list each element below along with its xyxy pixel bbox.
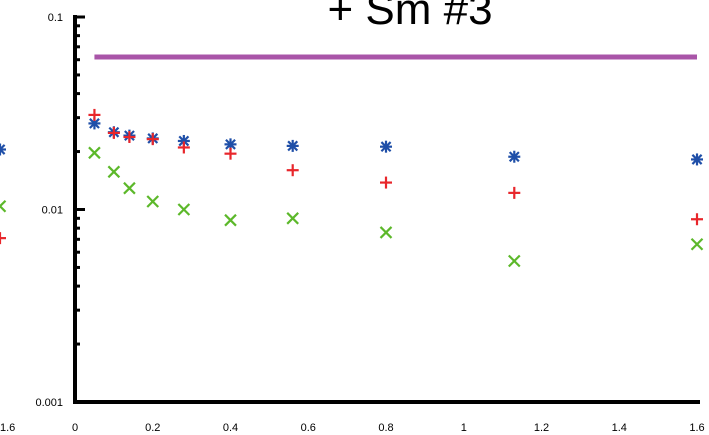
data-point-plus bbox=[224, 147, 237, 160]
data-point-plus bbox=[88, 108, 101, 121]
chart-title: + Sm #3 bbox=[327, 0, 492, 34]
x-tick-label: 0.4 bbox=[223, 422, 238, 434]
data-point-cross bbox=[88, 146, 101, 160]
data-point-cross bbox=[177, 203, 191, 216]
y-tick-label: 0.1 bbox=[48, 12, 63, 24]
x-tick-label: 1 bbox=[461, 422, 467, 434]
y-tick-label: 0.01 bbox=[42, 205, 63, 217]
x-tick-label: 1.6 bbox=[689, 422, 704, 434]
data-point-plus bbox=[107, 126, 120, 139]
data-point-plus bbox=[123, 131, 136, 144]
plot-area bbox=[0, 54, 704, 268]
data-point-cross bbox=[286, 212, 299, 225]
y-axis-ticks: 0.001 0.01 0.1 bbox=[35, 12, 85, 409]
x-tick-label: 1.2 bbox=[534, 422, 549, 434]
left-edge-marker-cross bbox=[0, 199, 7, 213]
x-tick-label: 0.8 bbox=[378, 422, 393, 434]
left-edge-x-label: 1.6 bbox=[0, 422, 15, 434]
data-point-plus bbox=[508, 186, 521, 199]
data-point-cross bbox=[690, 237, 704, 251]
data-point-cross bbox=[508, 254, 521, 268]
x-tick-label: 0 bbox=[72, 422, 78, 434]
x-tick-label: 0.2 bbox=[145, 422, 160, 434]
data-point-plus bbox=[691, 213, 703, 226]
data-point-asterisk bbox=[286, 139, 299, 152]
left-edge-marker-plus bbox=[0, 232, 6, 245]
y-tick-label: 0.001 bbox=[35, 397, 63, 409]
data-point-plus bbox=[146, 133, 159, 146]
data-point-asterisk bbox=[508, 150, 521, 163]
data-point-plus bbox=[380, 176, 392, 189]
data-point-plus bbox=[177, 141, 190, 154]
data-point-asterisk bbox=[691, 153, 703, 166]
data-point-asterisk bbox=[380, 140, 392, 153]
x-tick-label: 0.6 bbox=[301, 422, 316, 434]
data-point-cross bbox=[224, 213, 237, 227]
x-axis-tick-labels: 0 0.2 0.4 0.6 0.8 1 1.2 1.4 1.6 bbox=[72, 422, 705, 434]
left-edge-marker-asterisk bbox=[0, 143, 6, 156]
data-point-cross bbox=[123, 181, 136, 195]
data-point-plus bbox=[286, 164, 299, 177]
data-point-cross bbox=[107, 165, 121, 179]
x-tick-label: 1.4 bbox=[612, 422, 627, 434]
data-point-cross bbox=[146, 195, 160, 208]
data-point-cross bbox=[379, 226, 393, 239]
